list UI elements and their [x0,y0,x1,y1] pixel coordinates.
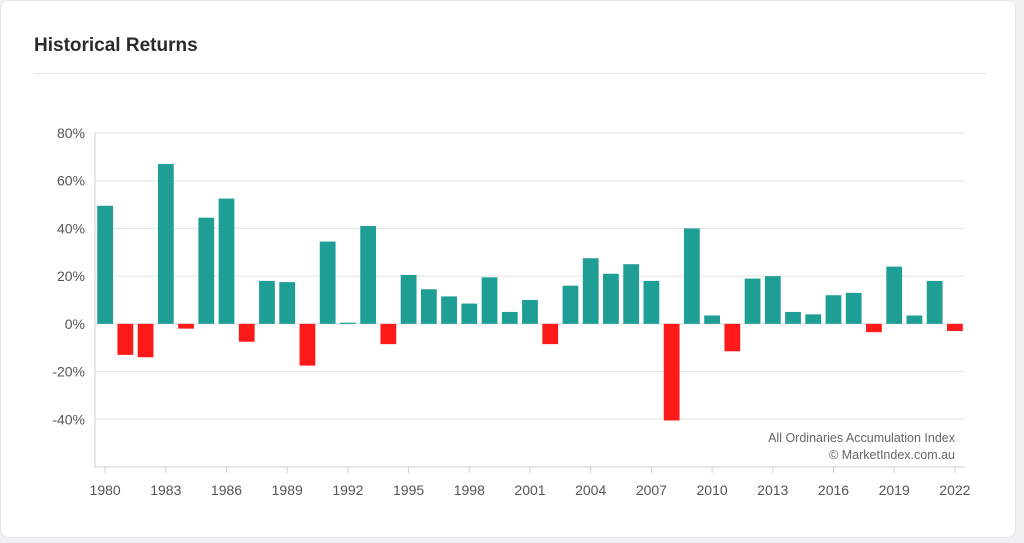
y-tick-label: 40% [57,220,85,236]
bar-2007 [643,280,660,324]
bar-1981 [117,323,134,355]
bar-1989 [279,282,296,324]
bar-2022 [946,323,963,332]
bar-2011 [724,323,741,352]
x-tick-label: 2019 [879,482,910,498]
bar-2010 [704,315,720,324]
x-tick-label: 2013 [757,482,788,498]
annotation-index-name: All Ordinaries Accumulation Index [768,431,956,445]
y-tick-label: -20% [52,364,85,380]
bar-2016 [825,295,842,324]
annotation-source: © MarketIndex.com.au [829,448,955,462]
bar-1988 [259,280,275,324]
bar-2008 [663,323,680,421]
bar-1987 [238,323,255,342]
bar-2020 [906,315,923,324]
chart-annotation: All Ordinaries Accumulation Index © Mark… [768,431,956,462]
x-tick-label: 1983 [150,482,181,498]
bar-1996 [420,289,437,324]
x-tick-label: 2007 [636,482,667,498]
x-tick-label: 2016 [818,482,849,498]
title-divider [34,73,986,74]
bar-1999 [481,277,498,324]
x-tick-label: 1980 [90,482,121,498]
x-tick-label: 1998 [454,482,485,498]
axes: 80% 60% 40% 20% 0% -20% -40% 1980 1983 1986 1989 19… [52,125,970,498]
y-tick-label: 80% [57,125,85,141]
bar-2021 [926,280,943,324]
bar-2002 [542,323,559,345]
bar-2012 [744,278,761,324]
bar-1997 [441,296,457,324]
bar-2004 [582,258,599,324]
bar-2006 [623,264,640,324]
bar-1984 [178,323,194,329]
x-tick-label: 2022 [939,482,970,498]
bar-1991 [319,241,336,324]
bar-1983 [157,164,174,324]
bar-2000 [501,311,518,324]
bar-2005 [603,273,619,324]
bar-1994 [380,323,397,345]
bar-2013 [764,276,781,324]
bar-1980 [97,205,114,324]
y-tick-label: 20% [57,268,85,284]
bar-2009 [683,228,700,324]
x-tick-label: 1989 [272,482,303,498]
bar-2001 [522,300,538,324]
x-tick-label: 2004 [575,482,606,498]
bars [97,164,963,421]
bar-1982 [137,323,154,358]
bar-1995 [400,274,417,324]
bar-1990 [299,323,316,366]
bar-2003 [562,285,579,324]
x-tick-label: 2001 [514,482,545,498]
bar-2014 [785,311,801,324]
x-tick-label: 1986 [211,482,242,498]
y-tick-label: 60% [57,173,85,189]
bar-2018 [866,323,882,333]
bar-2017 [845,292,862,324]
y-tick-label: 0% [65,316,85,332]
x-tick-label: 2010 [697,482,728,498]
bar-1985 [198,217,215,324]
x-tick-label: 1992 [332,482,363,498]
bar-1986 [218,198,235,324]
card-title: Historical Returns [34,35,198,56]
x-tick-label: 1995 [393,482,424,498]
bar-1998 [461,303,478,324]
bar-1992 [340,322,356,324]
bar-2015 [805,314,822,324]
bar-1993 [360,226,377,324]
bar-2019 [886,266,903,324]
y-tick-label: -40% [52,411,85,427]
returns-bar-chart: 80% 60% 40% 20% 0% -20% -40% 1980 1983 1986 1989 19… [52,125,970,498]
